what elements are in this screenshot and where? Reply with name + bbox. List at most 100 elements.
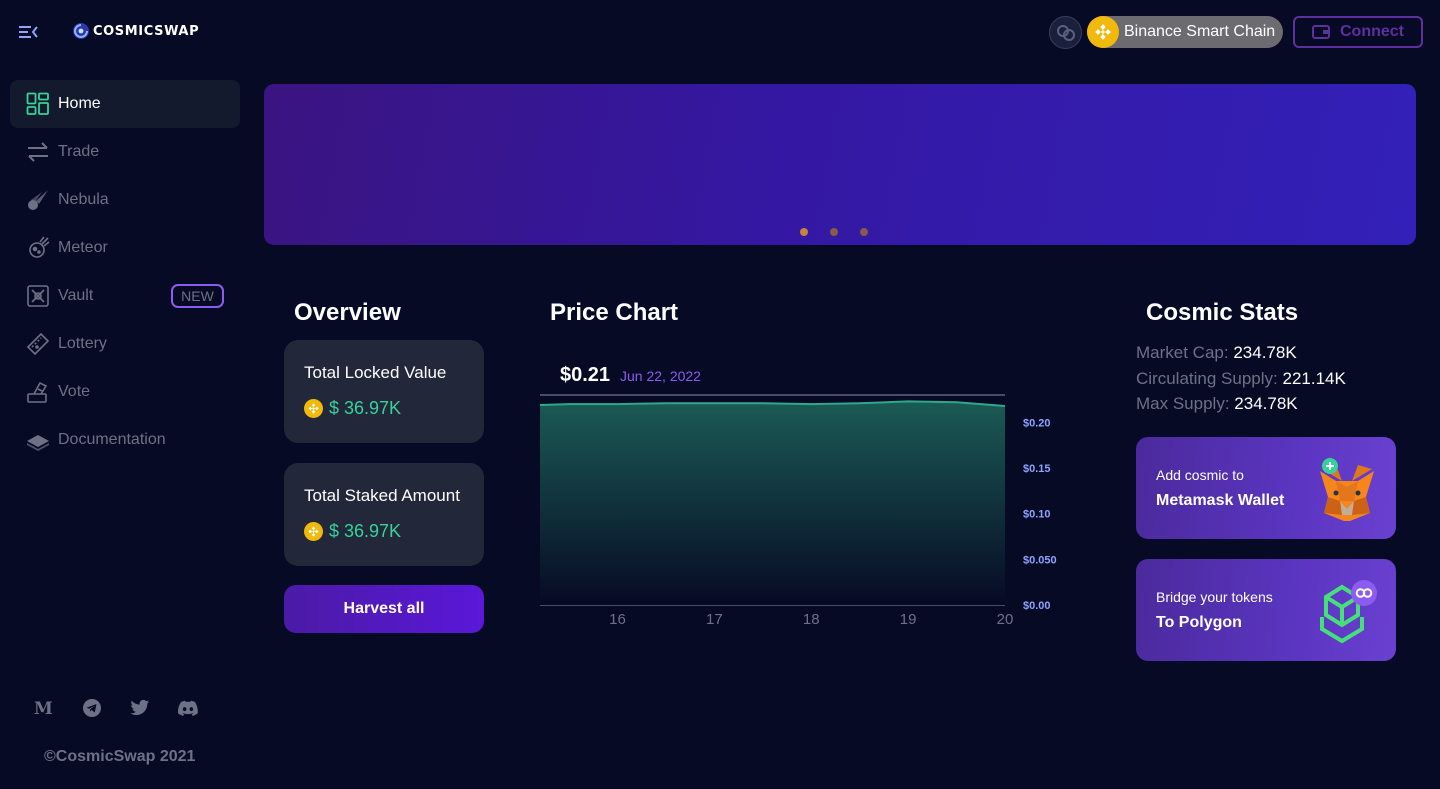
network-selector[interactable]: Binance Smart Chain: [1087, 16, 1283, 48]
stat-label: Max Supply:: [1136, 394, 1230, 413]
telegram-icon[interactable]: [82, 698, 102, 718]
y-tick-label: $0.00: [1023, 600, 1051, 612]
sidebar-item-meteor[interactable]: Meteor: [10, 224, 240, 272]
value-text: $ 36.97K: [329, 398, 402, 418]
sidebar-item-label: Lottery: [58, 335, 107, 352]
price-point[interactable]: [537, 402, 543, 408]
wallet-icon: [1312, 25, 1330, 39]
promo-small-text: Bridge your tokens: [1156, 589, 1273, 605]
carousel-dot[interactable]: [800, 228, 808, 236]
bridge-to-polygon-card[interactable]: Bridge your tokens To Polygon: [1136, 559, 1396, 661]
price-chart-title: Price Chart: [550, 299, 679, 326]
home-grid-icon: [26, 92, 50, 116]
card-label: Total Staked Amount: [304, 486, 460, 505]
ticket-icon: [26, 332, 50, 356]
metamask-fox-icon: [1320, 458, 1374, 521]
x-tick-label: 20: [997, 611, 1014, 628]
circulating-supply-stat: Circulating Supply: 221.14K: [1136, 369, 1346, 389]
bnb-polygon-bridge-icon: [1320, 580, 1377, 644]
value-text: $ 36.97K: [329, 521, 402, 541]
book-icon: [26, 428, 50, 452]
harvest-all-button[interactable]: Harvest all: [284, 585, 484, 633]
sidebar-item-label: Home: [58, 95, 101, 112]
hero-banner[interactable]: [264, 84, 1416, 245]
x-tick-label: 19: [900, 611, 917, 628]
medium-icon[interactable]: M: [34, 698, 54, 718]
copyright: ©CosmicSwap 2021: [44, 748, 196, 765]
logo-text: COSMICSWAP: [93, 23, 200, 39]
price-point[interactable]: [615, 401, 621, 407]
logo[interactable]: COSMICSWAP: [72, 22, 199, 40]
card-label: Total Locked Value: [304, 363, 447, 382]
vote-icon: [26, 380, 50, 404]
price-date: Jun 22, 2022: [620, 368, 701, 384]
svg-text:M: M: [34, 700, 53, 716]
price-area: [540, 401, 1005, 605]
new-badge: NEW: [171, 284, 224, 308]
x-tick-label: 17: [706, 611, 723, 628]
total-staked-amount-card: Total Staked Amount $ 36.97K: [284, 463, 484, 566]
sidebar-item-label: Documentation: [58, 431, 166, 448]
sidebar-item-label: Trade: [58, 143, 100, 160]
price-point[interactable]: [1002, 403, 1008, 409]
meteor-icon: [26, 236, 50, 260]
stat-label: Circulating Supply:: [1136, 369, 1278, 388]
price-point[interactable]: [663, 400, 669, 406]
carousel-dot[interactable]: [830, 228, 838, 236]
carousel-dot[interactable]: [860, 228, 868, 236]
stat-value: 221.14K: [1282, 369, 1346, 388]
menu-toggle-icon[interactable]: [18, 22, 40, 42]
price-point[interactable]: [711, 400, 717, 406]
price-point[interactable]: [808, 401, 814, 407]
y-tick-label: $0.15: [1023, 463, 1051, 475]
bnb-icon: [1087, 16, 1119, 48]
add-to-metamask-card[interactable]: Add cosmic to Metamask Wallet: [1136, 437, 1396, 539]
bnb-coin-icon: [304, 399, 323, 418]
twitter-icon[interactable]: [130, 698, 150, 718]
price-chart[interactable]: $0.00 $0.050 $0.10 $0.15 $0.20 16 17 18 19 20: [530, 385, 1070, 635]
x-tick-label: 16: [609, 611, 626, 628]
max-supply-stat: Max Supply: 234.78K: [1136, 394, 1298, 414]
card-value: $ 36.97K: [304, 398, 401, 419]
market-cap-stat: Market Cap: 234.78K: [1136, 343, 1297, 363]
price-point[interactable]: [905, 398, 911, 404]
sidebar-item-documentation[interactable]: Documentation: [10, 416, 240, 464]
comet-icon: [26, 188, 50, 212]
sidebar-item-label: Vote: [58, 383, 91, 400]
sidebar-item-trade[interactable]: Trade: [10, 128, 240, 176]
connect-label: Connect: [1340, 23, 1404, 40]
price-point[interactable]: [760, 400, 766, 406]
price-point[interactable]: [857, 400, 863, 406]
stat-value: 234.78K: [1233, 343, 1297, 362]
y-tick-label: $0.10: [1023, 509, 1051, 521]
price-point[interactable]: [954, 399, 960, 405]
discord-icon[interactable]: [178, 698, 198, 718]
price-line: [539, 400, 1006, 407]
connect-wallet-button[interactable]: Connect: [1293, 16, 1423, 48]
promo-big-text: Metamask Wallet: [1156, 492, 1285, 509]
cosmicswap-logo-icon: [73, 23, 89, 39]
x-tick-label: 18: [803, 611, 820, 628]
sidebar-item-label: Nebula: [58, 191, 109, 208]
vault-icon: [26, 284, 50, 308]
promo-big-text: To Polygon: [1156, 614, 1242, 631]
promo-small-text: Add cosmic to: [1156, 467, 1244, 483]
social-links: M: [34, 698, 198, 718]
sidebar-item-vote[interactable]: Vote: [10, 368, 240, 416]
swap-arrows-icon: [26, 140, 50, 164]
stat-value: 234.78K: [1234, 394, 1298, 413]
card-value: $ 36.97K: [304, 521, 401, 542]
sidebar-item-vault[interactable]: Vault NEW: [10, 272, 240, 320]
sidebar-item-nebula[interactable]: Nebula: [10, 176, 240, 224]
total-locked-value-card: Total Locked Value $ 36.97K: [284, 340, 484, 443]
sidebar-item-label: Meteor: [58, 239, 108, 256]
sidebar: Home Trade Nebula: [10, 80, 240, 464]
bnb-coin-icon: [304, 522, 323, 541]
sidebar-item-home[interactable]: Home: [10, 80, 240, 128]
sidebar-item-lottery[interactable]: Lottery: [10, 320, 240, 368]
overview-title: Overview: [294, 299, 401, 326]
price-point[interactable]: [566, 401, 572, 407]
current-price: $0.21: [560, 364, 611, 386]
network-switch-icon[interactable]: [1049, 16, 1082, 49]
carousel-dots: [800, 228, 868, 236]
